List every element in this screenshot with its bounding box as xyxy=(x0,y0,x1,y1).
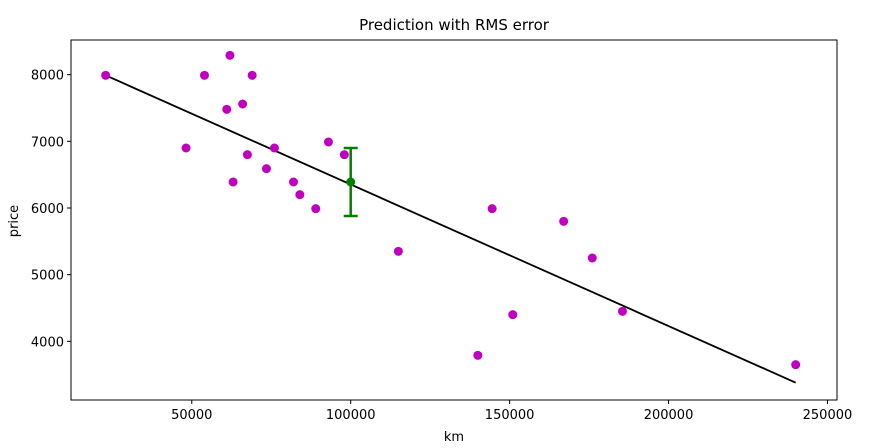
data-point xyxy=(222,104,232,114)
data-point xyxy=(242,150,252,160)
data-point xyxy=(473,350,483,360)
data-point xyxy=(199,70,209,80)
data-point xyxy=(181,143,191,153)
y-axis: 4000 5000 6000 7000 8000 xyxy=(31,69,71,350)
data-point xyxy=(508,310,518,320)
data-point xyxy=(323,137,333,147)
data-point xyxy=(559,216,569,226)
prediction-point xyxy=(346,177,356,187)
data-point xyxy=(247,70,257,80)
data-point xyxy=(295,190,305,200)
y-tick-label: 4000 xyxy=(31,335,64,350)
x-axis: 50000 100000 150000 200000 250000 xyxy=(171,400,852,423)
y-tick-label: 5000 xyxy=(31,269,64,284)
data-point xyxy=(487,204,497,214)
data-point xyxy=(228,177,238,187)
x-tick-label: 200000 xyxy=(644,408,694,423)
data-point xyxy=(288,177,298,187)
x-tick-label: 150000 xyxy=(485,408,535,423)
data-point xyxy=(101,70,111,80)
x-axis-label: km xyxy=(444,430,464,445)
y-tick-label: 6000 xyxy=(31,202,64,217)
x-tick-label: 250000 xyxy=(803,408,853,423)
data-point xyxy=(339,150,349,160)
data-point xyxy=(587,253,597,263)
data-point xyxy=(311,204,321,214)
x-tick-label: 50000 xyxy=(171,408,212,423)
y-axis-label: price xyxy=(7,205,22,237)
data-point xyxy=(617,306,627,316)
plot-area xyxy=(70,39,838,401)
data-point xyxy=(238,99,248,109)
chart-title: Prediction with RMS error xyxy=(359,16,550,34)
plot-marks xyxy=(101,50,801,384)
data-point xyxy=(269,143,279,153)
data-point xyxy=(261,164,271,174)
x-tick-label: 100000 xyxy=(326,408,376,423)
data-point xyxy=(393,246,403,256)
data-point xyxy=(791,360,801,370)
y-tick-label: 7000 xyxy=(31,135,64,150)
regression-line xyxy=(105,74,797,384)
y-tick-label: 8000 xyxy=(31,69,64,84)
data-point xyxy=(225,50,235,60)
